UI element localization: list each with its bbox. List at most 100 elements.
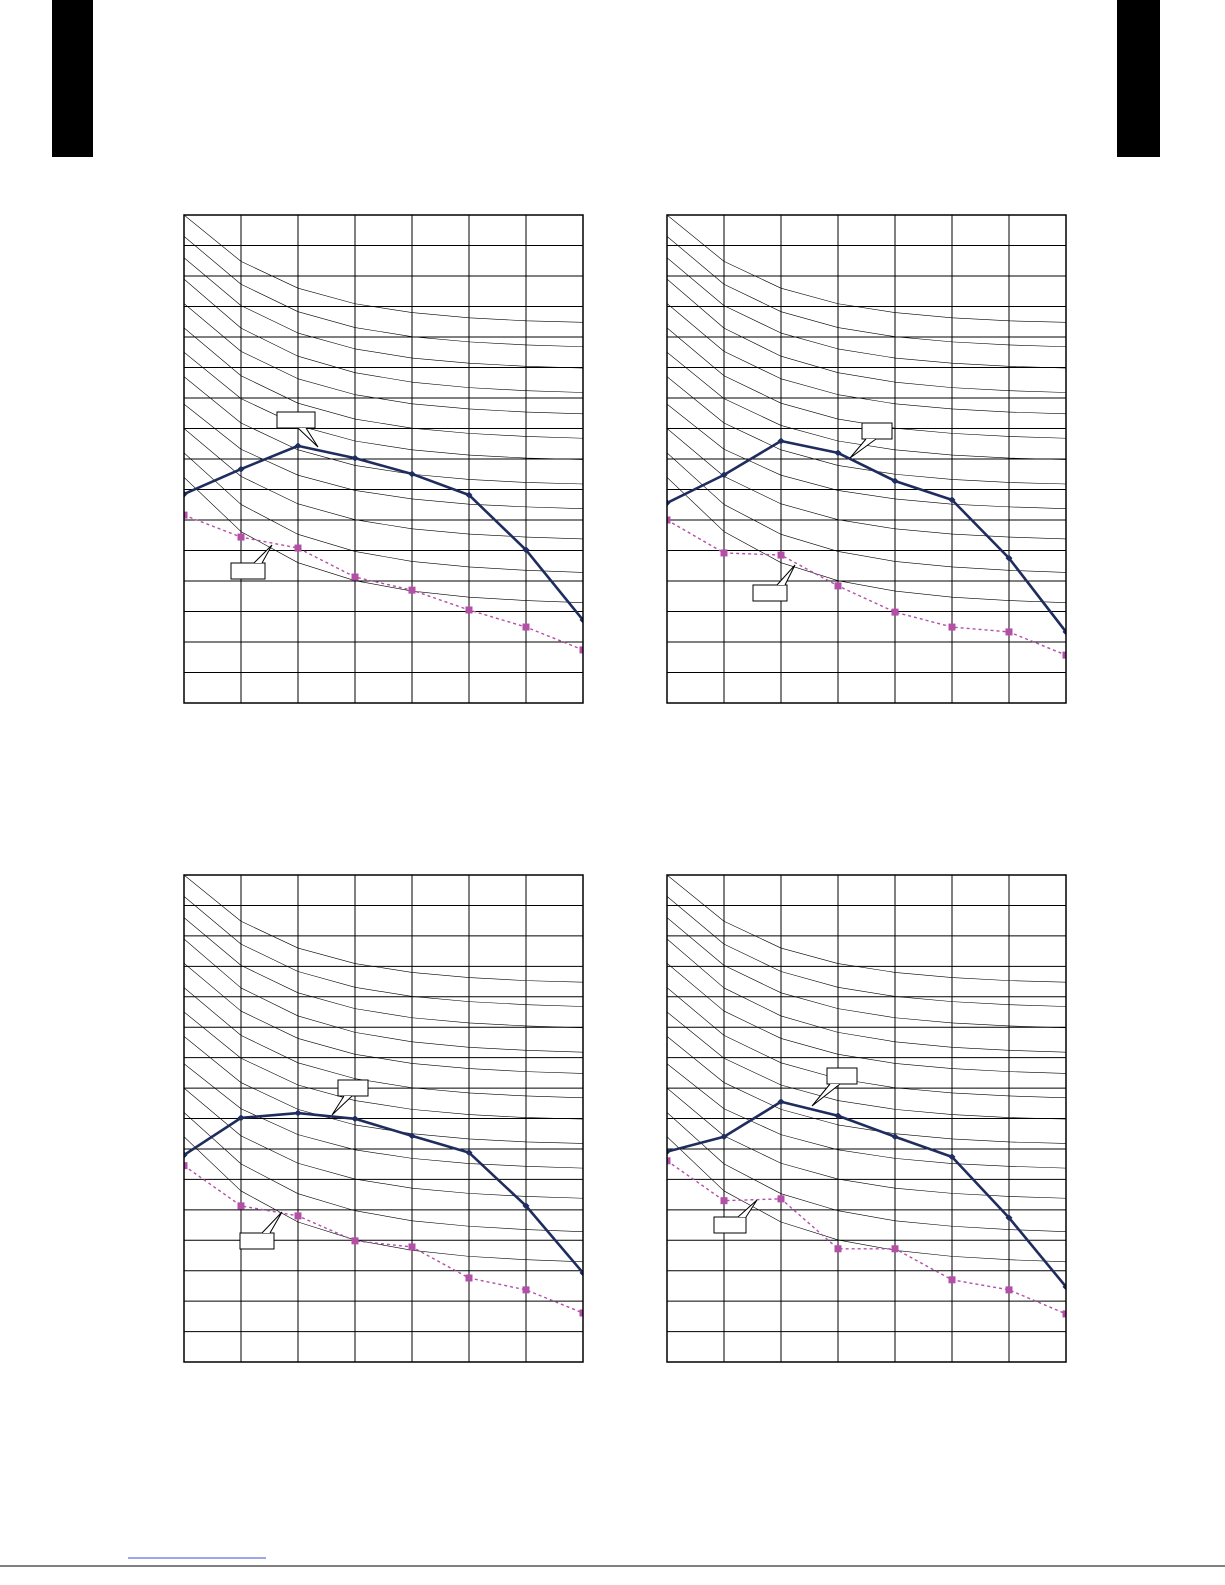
marker: [351, 454, 359, 462]
marker: [294, 1109, 302, 1117]
marker: [184, 1151, 188, 1159]
series-line: [667, 452, 1066, 573]
series-line: [184, 403, 583, 510]
marker: [237, 465, 245, 473]
marker: [294, 1212, 302, 1220]
marker: [465, 1274, 473, 1282]
series-line: [184, 376, 583, 485]
marker: [948, 623, 956, 631]
series-line: [667, 987, 1066, 1099]
marker: [465, 491, 473, 499]
marker: [184, 490, 188, 498]
marker: [834, 582, 842, 590]
series-line: [667, 917, 1066, 1029]
marker: [408, 470, 416, 478]
marker: [667, 1157, 671, 1165]
series-line: [667, 352, 1066, 460]
marker: [834, 1245, 842, 1253]
marker: [948, 1276, 956, 1284]
marker: [522, 623, 530, 631]
chart: [666, 874, 1067, 1363]
marker: [834, 449, 842, 457]
marker: [522, 1202, 530, 1210]
marker: [522, 1286, 530, 1294]
plot-frame: [666, 214, 1067, 704]
series-line: [667, 875, 1066, 983]
series-line: [184, 327, 583, 439]
series-line: [184, 1087, 583, 1199]
series-line: [184, 963, 583, 1074]
marker: [1062, 628, 1066, 636]
series-line: [667, 1112, 1066, 1233]
marker: [667, 516, 671, 524]
marker: [579, 1309, 583, 1317]
plot-frame: [666, 874, 1067, 1363]
series-line: [667, 278, 1066, 393]
series-line: [184, 1111, 583, 1274]
marker: [408, 1243, 416, 1251]
marker: [1005, 628, 1013, 636]
series-line: [184, 477, 583, 603]
series-line: [667, 303, 1066, 415]
tab-left: [52, 0, 93, 157]
series-line: [184, 1036, 583, 1144]
series-line: [184, 428, 583, 540]
marker: [579, 1269, 583, 1277]
series-line: [667, 896, 1066, 1007]
plot-frame: [183, 214, 584, 704]
marker: [777, 551, 785, 559]
series-line: [184, 215, 583, 323]
marker: [1062, 651, 1066, 659]
series-line: [184, 896, 583, 1007]
series-line: [184, 1011, 583, 1120]
marker: [408, 586, 416, 594]
marker: [1062, 1283, 1066, 1291]
marker: [1005, 1214, 1013, 1222]
series-line: [667, 439, 1066, 633]
series-line: [667, 1011, 1066, 1120]
marker: [720, 549, 728, 557]
series-line: [667, 236, 1066, 348]
series-line: [184, 875, 583, 983]
marker: [522, 546, 530, 554]
series-line: [184, 917, 583, 1029]
series-line: [667, 376, 1066, 485]
marker: [351, 573, 359, 581]
marker: [237, 1114, 245, 1122]
marker: [667, 499, 671, 507]
series-line: [667, 403, 1066, 510]
series-line: [667, 963, 1066, 1074]
marker: [777, 1195, 785, 1203]
marker: [351, 1115, 359, 1123]
series-line: [667, 938, 1066, 1053]
marker: [237, 1202, 245, 1210]
series-line: [184, 938, 583, 1053]
plot-area: [667, 215, 1066, 659]
marker: [948, 496, 956, 504]
series-line: [184, 1112, 583, 1233]
series-line: [667, 257, 1066, 369]
marker: [237, 533, 245, 541]
series-line: [184, 257, 583, 369]
series-line: [184, 514, 583, 651]
series-line: [184, 1063, 583, 1169]
series-line: [184, 987, 583, 1099]
marker: [294, 442, 302, 450]
marker: [720, 471, 728, 479]
marker: [720, 1133, 728, 1141]
series-line: [667, 1160, 1066, 1315]
marker: [891, 1245, 899, 1253]
marker: [1005, 554, 1013, 562]
series-line: [667, 1063, 1066, 1169]
series-line: [667, 215, 1066, 323]
marker: [465, 1149, 473, 1157]
series-line: [667, 1036, 1066, 1144]
series-line: [184, 1165, 583, 1314]
tab-right: [1117, 0, 1160, 157]
marker: [184, 511, 188, 519]
marker: [351, 1237, 359, 1245]
series-line: [184, 278, 583, 393]
marker: [948, 1153, 956, 1161]
